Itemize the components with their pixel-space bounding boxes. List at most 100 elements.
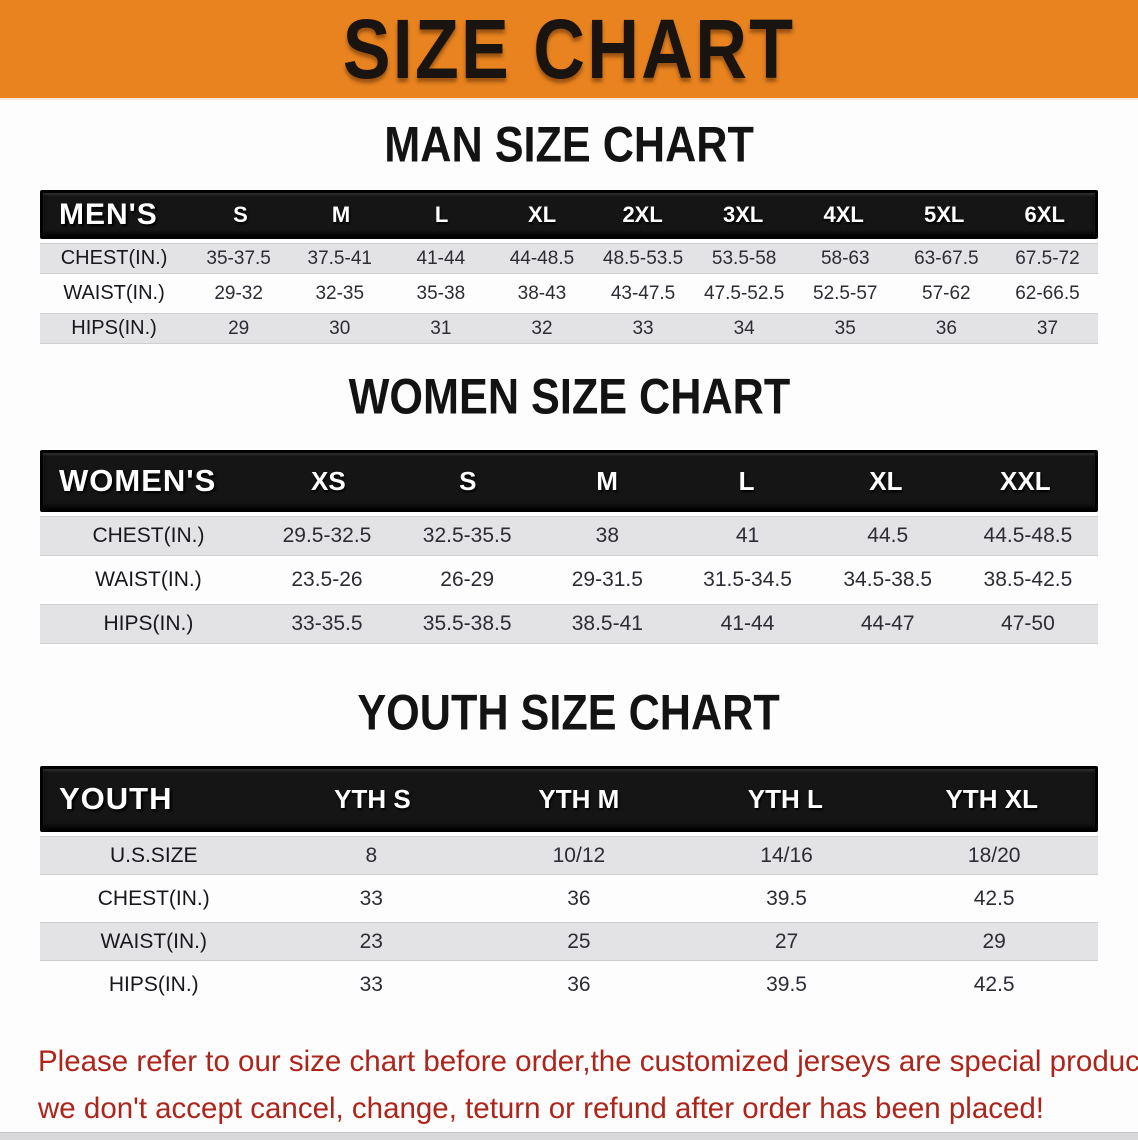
column-header-yth-xl: YTH XL xyxy=(945,783,1038,814)
value-cell: 38 xyxy=(595,524,620,547)
value-cell: 38.5-42.5 xyxy=(983,568,1073,591)
value-cell: 8 xyxy=(365,843,378,867)
value-cell: 62-66.5 xyxy=(1015,282,1080,304)
table-group-label: WOMEN'S xyxy=(59,463,217,498)
table-body: CHEST(IN.) 35-37.5 37.5-41 41-44 44-48.5 48.5… xyxy=(40,243,1098,344)
value-cell: 29-32 xyxy=(214,282,263,304)
women-s-size-table: WOMEN'S XS S M L XL XXL CHEST(IN.) 29.5-32.5 32.5… xyxy=(40,450,1098,644)
value-cell: 44.5-48.5 xyxy=(983,524,1073,547)
section-heading-text: MAN SIZE CHART xyxy=(384,117,754,173)
page-title: SIZE CHART xyxy=(342,1,796,97)
value-cell: 63-67.5 xyxy=(914,247,979,269)
column-header-2xl: 2XL xyxy=(622,201,663,227)
table-body: CHEST(IN.) 29.5-32.5 32.5-35.5 38 41 44.5 44.5… xyxy=(40,516,1098,644)
value-cell: 29 xyxy=(982,929,1006,953)
value-cell: 29-31.5 xyxy=(571,568,643,591)
row-label: HIPS(IN.) xyxy=(71,317,157,339)
value-cell: 36 xyxy=(567,886,591,910)
value-cell: 32.5-35.5 xyxy=(422,524,512,547)
value-cell: 36 xyxy=(567,972,591,996)
value-cell: 26-29 xyxy=(440,568,495,591)
value-cell: 41-44 xyxy=(416,247,466,269)
value-cell: 34.5-38.5 xyxy=(843,568,933,591)
value-cell: 47-50 xyxy=(1001,612,1055,635)
value-cell: 35-38 xyxy=(416,282,466,304)
notice-line-1: Please refer to our size chart before or… xyxy=(38,1045,1138,1078)
value-cell: 23.5-26 xyxy=(291,568,363,591)
table-row-waist-in: WAIST(IN.) 29-32 32-35 35-38 38-43 43-47.5 47.… xyxy=(40,278,1098,309)
value-cell: 25 xyxy=(567,929,591,953)
value-cell: 42.5 xyxy=(973,972,1015,996)
banner: SIZE CHART xyxy=(0,0,1138,100)
row-label: U.S.SIZE xyxy=(109,843,198,867)
men-s-size-table: MEN'S S M L XL 2XL 3XL 4XL 5XL 6XL CHEST(IN.) 35-37… xyxy=(40,190,1098,344)
column-header-m: M xyxy=(331,201,351,227)
column-header-s: S xyxy=(459,465,477,496)
value-cell: 31 xyxy=(430,317,452,339)
value-cell: 27 xyxy=(774,929,799,953)
value-cell: 41-44 xyxy=(720,612,775,635)
value-cell: 23 xyxy=(359,929,383,953)
value-cell: 47.5-52.5 xyxy=(704,282,785,304)
section-man-size-chart: MAN SIZE CHART MEN'S S M L XL 2XL 3XL 4XL 5XL 6XL C… xyxy=(0,120,1138,344)
value-cell: 36 xyxy=(935,317,957,339)
youth-size-table: YOUTH YTH S YTH M YTH L YTH XL U.S.SIZE 8 10/12… xyxy=(40,766,1098,1004)
value-cell: 32 xyxy=(531,317,553,339)
table-row-hips-in: HIPS(IN.) 33 36 39.5 42.5 xyxy=(40,965,1098,1004)
table-group-label: YOUTH xyxy=(59,781,173,816)
value-cell: 18/20 xyxy=(967,843,1021,867)
order-notice: Please refer to our size chart before or… xyxy=(38,1038,1138,1132)
column-header-5xl: 5XL xyxy=(924,201,965,227)
table-header: MEN'S S M L XL 2XL 3XL 4XL 5XL 6XL xyxy=(40,190,1098,239)
row-label: HIPS(IN.) xyxy=(103,612,194,635)
value-cell: 39.5 xyxy=(766,886,807,910)
section-heading: YOUTH SIZE CHART xyxy=(0,688,1138,738)
column-header-yth-m: YTH M xyxy=(538,783,620,814)
value-cell: 43-47.5 xyxy=(610,282,676,304)
value-cell: 67.5-72 xyxy=(1015,247,1080,269)
value-cell: 35-37.5 xyxy=(206,247,271,269)
section-women-size-chart: WOMEN SIZE CHART WOMEN'S XS S M L XL XXL CHEST(I… xyxy=(0,372,1138,644)
value-cell: 41 xyxy=(735,524,760,547)
column-header-xs: XS xyxy=(311,465,346,496)
column-header-yth-s: YTH S xyxy=(334,783,411,814)
table-group-label: MEN'S xyxy=(59,197,158,231)
row-label: WAIST(IN.) xyxy=(100,929,207,953)
section-heading-text: YOUTH SIZE CHART xyxy=(357,685,781,741)
value-cell: 33 xyxy=(632,317,654,339)
table-row-hips-in: HIPS(IN.) 29 30 31 32 33 34 35 36 37 xyxy=(40,313,1098,344)
notice-line-2: we don't accept cancel, change, teturn o… xyxy=(38,1092,1044,1126)
table-row-chest-in: CHEST(IN.) 35-37.5 37.5-41 41-44 44-48.5 48.5… xyxy=(40,243,1098,274)
value-cell: 37.5-41 xyxy=(307,247,372,269)
value-cell: 44-48.5 xyxy=(509,247,575,269)
value-cell: 35 xyxy=(834,317,856,339)
table-header: WOMEN'S XS S M L XL XXL xyxy=(40,450,1098,512)
value-cell: 48.5-53.5 xyxy=(602,247,684,269)
table-row-chest-in: CHEST(IN.) 33 36 39.5 42.5 xyxy=(40,879,1098,918)
row-label: CHEST(IN.) xyxy=(92,524,205,547)
value-cell: 39.5 xyxy=(766,972,807,996)
section-heading: MAN SIZE CHART xyxy=(0,120,1138,170)
value-cell: 44.5 xyxy=(867,524,909,547)
column-header-s: S xyxy=(233,201,248,227)
value-cell: 35.5-38.5 xyxy=(422,612,512,635)
column-header-xxl: XXL xyxy=(1000,465,1051,496)
section-heading: WOMEN SIZE CHART xyxy=(0,372,1138,422)
table-row-waist-in: WAIST(IN.) 23 25 27 29 xyxy=(40,922,1098,961)
table-row-hips-in: HIPS(IN.) 33-35.5 35.5-38.5 38.5-41 41-44 44-… xyxy=(40,604,1098,644)
value-cell: 33-35.5 xyxy=(291,612,363,635)
value-cell: 30 xyxy=(329,317,351,339)
table-header: YOUTH YTH S YTH M YTH L YTH XL xyxy=(40,766,1098,832)
value-cell: 10/12 xyxy=(552,843,606,867)
value-cell: 38.5-41 xyxy=(571,612,643,635)
column-header-yth-l: YTH L xyxy=(747,783,823,814)
section-youth-size-chart: YOUTH SIZE CHART YOUTH YTH S YTH M YTH L YTH … xyxy=(0,688,1138,1004)
value-cell: 58-63 xyxy=(820,247,870,269)
value-cell: 44-47 xyxy=(860,612,915,635)
section-heading-text: WOMEN SIZE CHART xyxy=(348,369,790,425)
value-cell: 33 xyxy=(359,886,383,910)
value-cell: 53.5-58 xyxy=(711,247,777,269)
value-cell: 38-43 xyxy=(517,282,567,304)
bottom-strip xyxy=(0,1132,1138,1140)
row-label: WAIST(IN.) xyxy=(95,568,202,591)
